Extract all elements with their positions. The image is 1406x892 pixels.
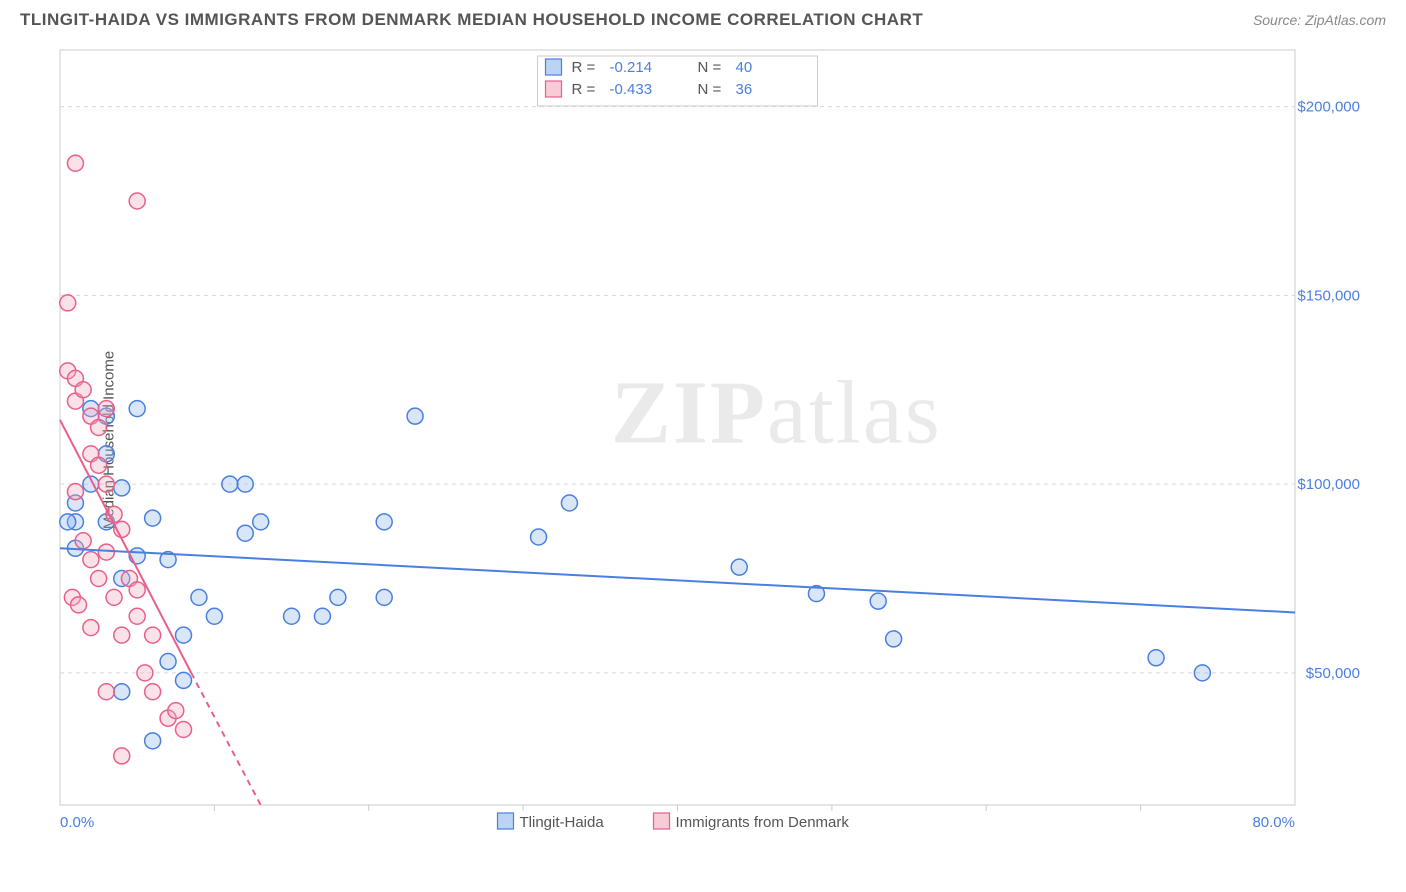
chart-header: TLINGIT-HAIDA VS IMMIGRANTS FROM DENMARK… (0, 0, 1406, 35)
svg-text:N =: N = (698, 81, 722, 98)
svg-text:N =: N = (698, 59, 722, 76)
svg-text:$100,000: $100,000 (1297, 476, 1360, 493)
svg-text:-0.214: -0.214 (610, 59, 653, 76)
scatter-plot: $50,000 $100,000 $150,000 $200,000 0.0% 80.0%… (55, 45, 1385, 835)
svg-text:80.0%: 80.0% (1252, 814, 1295, 831)
svg-text:R =: R = (572, 59, 596, 76)
chart-title: TLINGIT-HAIDA VS IMMIGRANTS FROM DENMARK… (20, 10, 923, 30)
svg-text:36: 36 (736, 81, 753, 98)
svg-text:Tlingit-Haida: Tlingit-Haida (520, 814, 605, 831)
chart-source: Source: ZipAtlas.com (1253, 12, 1386, 28)
chart-area: Median Household Income $50,000$100,000$… (55, 45, 1385, 835)
svg-text:Immigrants from Denmark: Immigrants from Denmark (676, 814, 850, 831)
svg-text:$50,000: $50,000 (1306, 665, 1360, 682)
svg-text:40: 40 (736, 59, 753, 76)
svg-text:-0.433: -0.433 (610, 81, 653, 98)
svg-text:0.0%: 0.0% (60, 814, 94, 831)
svg-text:$200,000: $200,000 (1297, 99, 1360, 116)
svg-text:$150,000: $150,000 (1297, 287, 1360, 304)
svg-text:R =: R = (572, 81, 596, 98)
svg-text:ZIPatlas: ZIPatlas (611, 364, 942, 463)
